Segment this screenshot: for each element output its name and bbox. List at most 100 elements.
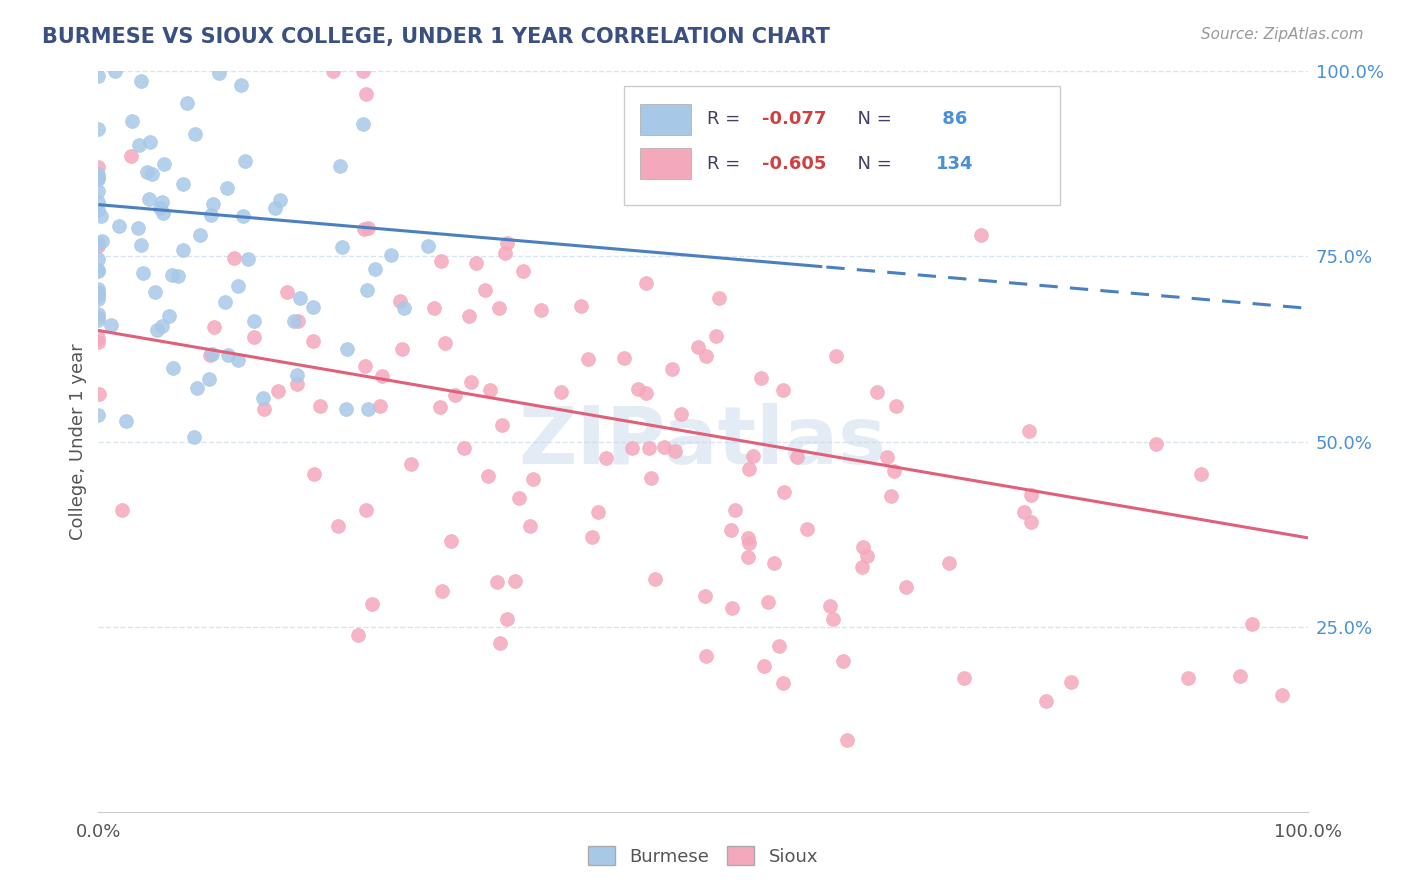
- Point: [336, 343, 359, 357]
- Point: [737, 531, 759, 545]
- Point: [661, 362, 683, 376]
- Point: [354, 503, 377, 517]
- Point: [266, 384, 288, 398]
- Point: [444, 388, 467, 402]
- Point: [522, 472, 544, 486]
- Point: [391, 342, 413, 356]
- Text: R =: R =: [707, 155, 745, 173]
- Point: [201, 347, 224, 361]
- Point: [737, 549, 759, 564]
- Point: [87, 331, 110, 345]
- Point: [87, 335, 110, 350]
- Point: [772, 383, 794, 397]
- Point: [335, 402, 357, 417]
- Point: [430, 584, 453, 599]
- Point: [786, 450, 808, 464]
- Point: [87, 252, 110, 266]
- Point: [252, 391, 274, 405]
- Point: [150, 194, 173, 209]
- Point: [465, 255, 488, 269]
- Point: [1060, 675, 1083, 690]
- Point: [353, 222, 375, 236]
- Point: [1229, 669, 1251, 683]
- Point: [276, 285, 298, 299]
- Point: [488, 301, 510, 315]
- Text: N =: N =: [845, 155, 897, 173]
- Point: [686, 340, 709, 354]
- Point: [519, 518, 541, 533]
- Point: [638, 441, 661, 455]
- Point: [1035, 694, 1057, 708]
- Point: [129, 74, 152, 88]
- Point: [1144, 437, 1167, 451]
- Point: [157, 310, 180, 324]
- Point: [288, 291, 311, 305]
- Point: [329, 159, 352, 173]
- Point: [149, 201, 172, 215]
- Point: [756, 595, 779, 609]
- Point: [503, 574, 526, 588]
- Point: [283, 314, 305, 328]
- Point: [302, 334, 325, 349]
- Point: [478, 383, 501, 397]
- Point: [263, 202, 285, 216]
- Point: [115, 414, 138, 428]
- Point: [87, 161, 110, 175]
- Point: [1189, 467, 1212, 481]
- Point: [664, 444, 686, 458]
- Point: [876, 450, 898, 465]
- Point: [695, 648, 717, 663]
- Point: [87, 288, 110, 302]
- Point: [569, 299, 592, 313]
- Text: ZIPatlas: ZIPatlas: [519, 402, 887, 481]
- Point: [749, 371, 772, 385]
- Point: [111, 503, 134, 517]
- FancyBboxPatch shape: [624, 87, 1060, 204]
- Point: [217, 181, 239, 195]
- Point: [238, 252, 260, 266]
- Point: [627, 382, 650, 396]
- FancyBboxPatch shape: [640, 104, 690, 135]
- Text: 134: 134: [936, 155, 974, 173]
- Point: [423, 301, 446, 315]
- Point: [226, 278, 249, 293]
- Point: [613, 351, 636, 365]
- Point: [364, 262, 387, 277]
- Legend: Burmese, Sioux: Burmese, Sioux: [581, 839, 825, 873]
- Point: [494, 246, 516, 260]
- Point: [214, 294, 236, 309]
- Point: [434, 335, 457, 350]
- Point: [654, 441, 676, 455]
- Point: [738, 462, 761, 476]
- Text: BURMESE VS SIOUX COLLEGE, UNDER 1 YEAR CORRELATION CHART: BURMESE VS SIOUX COLLEGE, UNDER 1 YEAR C…: [42, 27, 830, 46]
- Point: [851, 560, 873, 574]
- Point: [141, 167, 163, 181]
- Point: [724, 503, 747, 517]
- Point: [201, 197, 224, 211]
- Point: [550, 385, 572, 400]
- Point: [1271, 689, 1294, 703]
- Point: [233, 153, 256, 168]
- Point: [186, 381, 208, 395]
- Point: [200, 208, 222, 222]
- Point: [380, 248, 402, 262]
- Point: [183, 430, 205, 444]
- Point: [91, 235, 114, 249]
- Point: [640, 471, 662, 485]
- Point: [121, 114, 143, 128]
- Point: [160, 268, 183, 283]
- Point: [87, 172, 110, 186]
- Point: [285, 368, 308, 383]
- Point: [586, 505, 609, 519]
- Point: [720, 524, 742, 538]
- Point: [198, 348, 221, 362]
- Point: [741, 449, 763, 463]
- Point: [87, 287, 110, 301]
- Point: [1177, 672, 1199, 686]
- Point: [352, 117, 374, 131]
- Point: [636, 385, 658, 400]
- Point: [131, 237, 153, 252]
- Point: [269, 193, 291, 207]
- Point: [969, 227, 991, 242]
- Point: [488, 636, 510, 650]
